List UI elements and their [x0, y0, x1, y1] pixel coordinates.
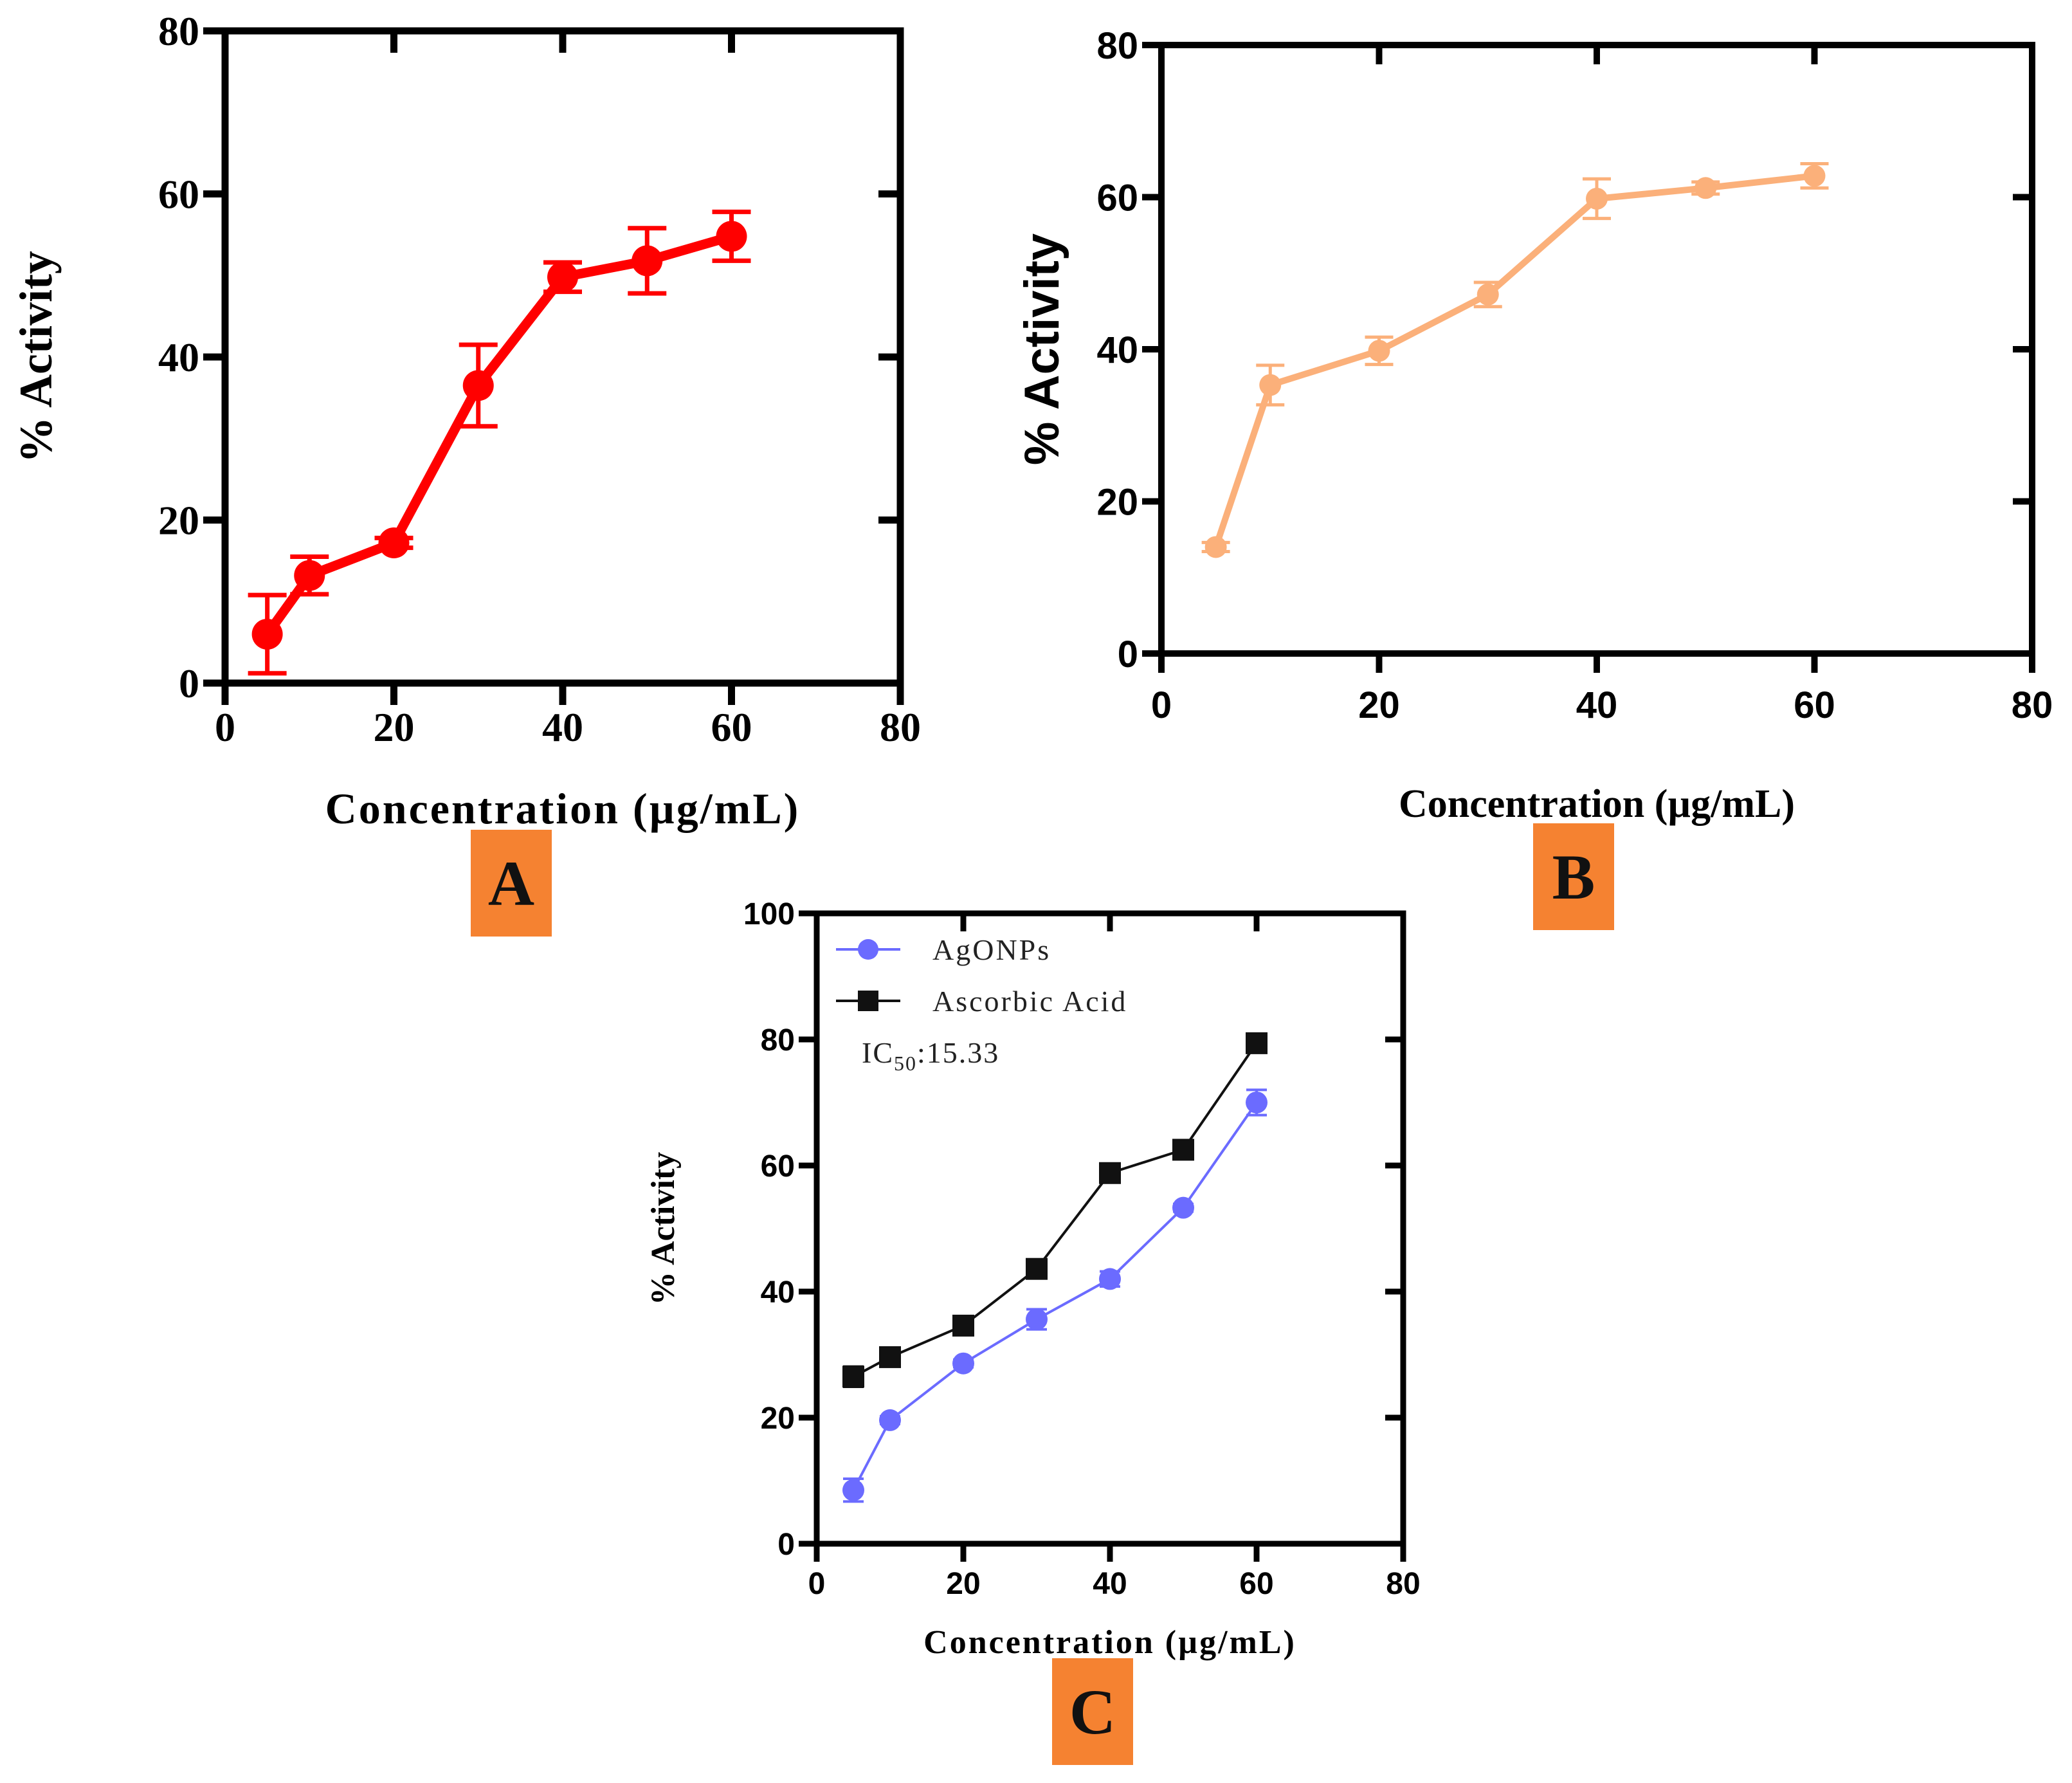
panel-a-y-tick-label: 60 — [158, 172, 199, 217]
panel-c-ic50-annotation: IC50:15.33 — [862, 1036, 999, 1075]
panel-c-y-tick-label: 20 — [761, 1402, 795, 1436]
panel-a-y-axis-label: % Activity — [10, 251, 62, 463]
panel-b-y-axis-label: % Activity — [1015, 233, 1069, 465]
panel-b-series-1 — [1201, 161, 1829, 558]
panel-c-x-tick-label: 40 — [1093, 1567, 1127, 1601]
panel-a-chart: 0 20 40 60 80 0 20 40 60 80 Concentration (µg/mL)%… — [10, 8, 921, 833]
panel-a-x-tick-label: 40 — [542, 704, 583, 750]
panel-b-plot-frame — [1158, 42, 2035, 657]
panel-c-legend-swatch-marker — [858, 991, 878, 1011]
panel-b-series-1-point — [1204, 536, 1227, 558]
panel-c-series-ascorbic-acid-point — [879, 1346, 901, 1368]
panel-a-series-1-point — [716, 221, 747, 252]
panel-b-x-tick-label: 20 — [1358, 684, 1400, 726]
panel-b-series-1-point — [1477, 283, 1499, 306]
panel-a-series-1-point — [632, 245, 663, 277]
panel-c-series-agonps-point — [879, 1409, 901, 1431]
panel-label-b: B — [1533, 823, 1614, 930]
panel-a-x-axis-label: Concentration (µg/mL) — [325, 784, 801, 833]
panel-a-x-tick-label: 60 — [711, 704, 752, 750]
panel-b-x-tick-label: 60 — [1794, 684, 1835, 726]
panel-label-a: A — [471, 830, 552, 937]
panel-a-series-1-point — [378, 527, 410, 558]
panel-c-series-agonps-point — [1246, 1092, 1268, 1113]
panel-a-y-tick-label: 40 — [158, 334, 199, 380]
panel-c-y-tick-label: 0 — [777, 1528, 795, 1562]
panel-a-plot-frame — [221, 27, 904, 687]
panel-c-series-ascorbic-acid-point — [842, 1366, 864, 1388]
panel-b-y-tick-label: 40 — [1096, 329, 1138, 371]
panel-c-x-axis-label: Concentration (µg/mL) — [923, 1624, 1296, 1661]
panel-b-series-1-point — [1803, 165, 1826, 187]
panel-b-chart: 0 20 40 60 80 0 20 40 60 80 Concentration (µg/mL)%… — [1015, 25, 2053, 826]
panel-b-x-axis-label: Concentration (µg/mL) — [1399, 782, 1795, 826]
panel-b-series-1-line — [1212, 172, 1815, 549]
panel-c-legend-label: AgONPs — [932, 933, 1051, 966]
panel-b-y-tick-label: 20 — [1096, 482, 1138, 524]
panel-c-legend-item: AgONPs — [836, 933, 1051, 966]
panel-b-y-tick-label: 80 — [1096, 25, 1138, 67]
panel-a-series-1-point — [251, 618, 283, 650]
panel-c-chart: 0 20 40 60 80 0 20 40 60 80 100 Concentration (µg/m… — [645, 897, 1421, 1661]
panel-c-series-agonps-point — [1099, 1268, 1121, 1290]
panel-a-y-tick-label: 0 — [179, 661, 199, 706]
panel-c-series-ascorbic-acid-point — [1026, 1257, 1048, 1280]
panel-a-series-1 — [248, 209, 751, 676]
panel-b-y-tick-label: 60 — [1096, 178, 1138, 219]
panel-b-series-1-point — [1695, 177, 1717, 199]
panel-a-y-tick-label: 80 — [158, 8, 199, 54]
panel-c-x-tick-label: 80 — [1386, 1567, 1420, 1601]
panel-a-series-1-point — [462, 370, 494, 401]
panel-c-series-agonps — [842, 1088, 1268, 1503]
panel-c-x-tick-label: 0 — [808, 1567, 826, 1601]
panel-b-y-tick-label: 0 — [1118, 634, 1138, 675]
panel-a-x-tick-label: 80 — [880, 704, 921, 750]
panel-c-series-agonps-point — [842, 1479, 864, 1501]
panel-c-series-ascorbic-acid-point — [1246, 1032, 1268, 1054]
panel-c-legend-label: Ascorbic Acid — [932, 985, 1127, 1018]
panel-c-series-agonps-point — [1172, 1196, 1194, 1219]
panel-b-x-tick-label: 80 — [2012, 684, 2053, 726]
panel-a-x-tick-label: 0 — [215, 704, 235, 750]
panel-a-series-1-point — [547, 261, 578, 293]
panel-c-x-tick-label: 20 — [946, 1567, 980, 1601]
panel-c-series-ascorbic-acid-point — [952, 1314, 974, 1337]
panel-c-series-ascorbic-acid-line — [853, 1042, 1258, 1378]
panel-c-x-tick-label: 60 — [1239, 1567, 1273, 1601]
panel-c-series-ascorbic-acid-point — [1172, 1138, 1194, 1161]
panel-c-y-tick-label: 60 — [761, 1149, 795, 1184]
panel-a-y-tick-label: 20 — [158, 498, 199, 544]
panel-c-series-agonps-point — [952, 1352, 974, 1375]
panel-a-series-1-point — [294, 560, 325, 591]
panel-c-series-agonps-line — [852, 1101, 1258, 1491]
panel-c-y-tick-label: 40 — [761, 1276, 795, 1310]
panel-b-series-1-point — [1368, 340, 1390, 362]
panel-b-x-tick-label: 40 — [1576, 684, 1618, 726]
panel-c-y-tick-label: 80 — [761, 1023, 795, 1057]
panel-b-series-1-point — [1259, 374, 1282, 396]
panel-c-y-tick-label: 100 — [743, 897, 795, 931]
panel-c-series-ascorbic-acid-point — [1099, 1162, 1121, 1184]
panel-c-series-ascorbic-acid — [842, 1032, 1268, 1388]
panel-b-series-1-point — [1586, 187, 1608, 210]
panel-c-series-agonps-point — [1026, 1308, 1048, 1331]
panel-label-c: C — [1052, 1658, 1133, 1765]
panel-c-legend-swatch-marker — [858, 939, 878, 960]
panel-a-x-tick-label: 20 — [374, 704, 415, 750]
panel-c-y-axis-label: % Activity — [645, 1152, 682, 1305]
panel-b-x-tick-label: 0 — [1151, 684, 1172, 726]
panel-a-series-1-line — [263, 232, 733, 637]
panel-c-legend-item: Ascorbic Acid — [836, 985, 1127, 1018]
